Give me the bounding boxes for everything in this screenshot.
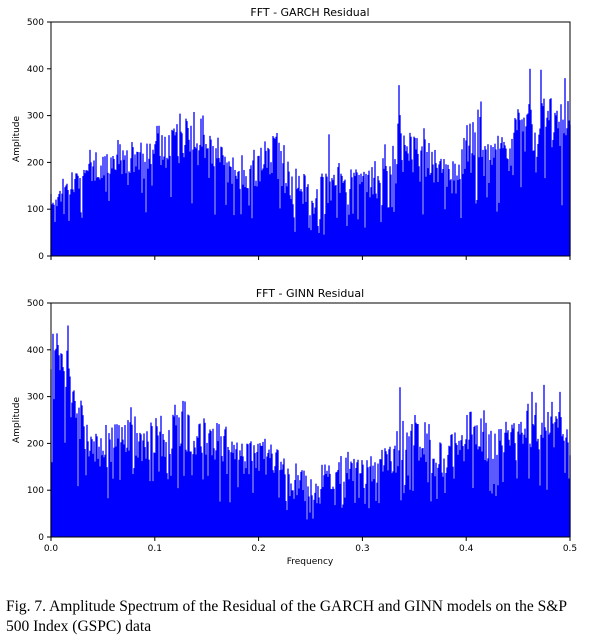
ginn-chart-title: FFT - GINN Residual [256, 287, 364, 300]
ginn-x-tick-label: 0.0 [44, 544, 59, 554]
garch-y-tick-label: 0 [38, 252, 44, 262]
ginn-x-tick-label: 0.2 [251, 544, 265, 554]
garch-chart-title: FFT - GARCH Residual [250, 6, 369, 19]
ginn-y-tick-label: 500 [27, 299, 44, 309]
garch-bars [50, 68, 571, 256]
garch-y-tick-label: 400 [27, 65, 44, 75]
garch-y-axis-label: Amplitude [12, 115, 22, 162]
ginn-y-tick-label: 300 [27, 393, 44, 403]
garch-y-tick-label: 200 [27, 158, 44, 168]
figure-caption: Fig. 7. Amplitude Spectrum of the Residu… [6, 598, 567, 635]
ginn-y-tick-label: 0 [38, 533, 44, 543]
ginn-x-tick-label: 0.1 [148, 544, 162, 554]
garch-y-axis: 0 100 200 300 400 500 [27, 18, 51, 262]
garch-plot-frame [50, 21, 571, 257]
ginn-bars [50, 325, 571, 537]
ginn-plot-frame [50, 302, 571, 538]
garch-y-tick-label: 300 [27, 112, 44, 122]
garch-y-tick-label: 500 [27, 18, 44, 28]
ginn-x-tick-label: 0.3 [355, 544, 369, 554]
ginn-x-axis: 0.0 0.1 0.2 0.3 0.4 0.5 [44, 537, 577, 554]
ginn-y-tick-label: 200 [27, 439, 44, 449]
ginn-y-tick-label: 400 [27, 346, 44, 356]
garch-fft-panel: FFT - GARCH Residual 0 100 200 300 400 500 Am… [12, 6, 571, 262]
ginn-y-axis-label: Amplitude [12, 396, 22, 443]
ginn-y-tick-label: 100 [27, 486, 44, 496]
garch-x-axis [50, 256, 571, 260]
frequency-x-axis-label: Frequency [287, 557, 334, 567]
ginn-y-axis: 0 100 200 300 400 500 [27, 299, 51, 543]
ginn-x-tick-label: 0.5 [563, 544, 577, 554]
ginn-fft-panel: FFT - GINN Residual 0 100 200 300 400 500 0.0… [12, 287, 577, 567]
ginn-x-tick-label: 0.4 [459, 544, 474, 554]
garch-y-tick-label: 100 [27, 205, 44, 215]
